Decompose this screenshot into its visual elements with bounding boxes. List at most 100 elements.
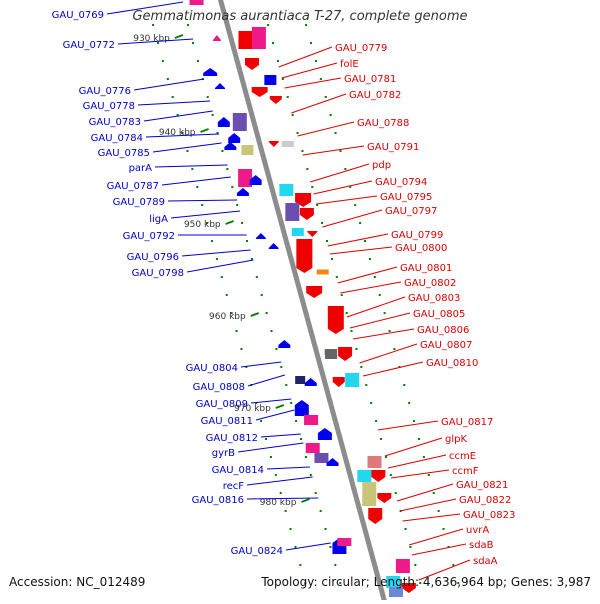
- right-label-leader: [388, 454, 447, 469]
- track-dot: [325, 240, 328, 242]
- right-gene-glyph: [327, 306, 344, 334]
- track-dot: [274, 474, 277, 476]
- right-gene-glyph: [291, 228, 304, 236]
- track-dot: [301, 150, 304, 152]
- right-gene-glyph: [244, 58, 259, 70]
- track-dot: [344, 168, 347, 170]
- right-label-leader: [377, 420, 439, 431]
- left-label-leader: [117, 38, 194, 45]
- right-gene-label: GAU_0810: [426, 358, 478, 369]
- track-dot: [284, 510, 287, 512]
- track-dot: [409, 546, 412, 548]
- right-label-leader: [327, 233, 389, 247]
- right-gene-label: GAU_0800: [395, 243, 447, 254]
- right-gene-label: GAU_0781: [344, 74, 396, 85]
- left-gene-label: GAU_0776: [79, 86, 131, 97]
- left-gene-label: GAU_0808: [193, 382, 245, 393]
- left-gene-glyph: [317, 428, 332, 440]
- track-dot: [156, 42, 159, 44]
- right-label-leader: [297, 121, 355, 137]
- right-gene-label: sdaB: [469, 540, 494, 551]
- right-gene-glyph: [238, 31, 253, 49]
- right-gene-glyph: [279, 184, 294, 196]
- right-gene-glyph: [386, 576, 401, 588]
- right-gene-glyph: [377, 493, 392, 503]
- kbp-tick-label: 970 kbp: [234, 404, 271, 414]
- track-dot: [324, 528, 327, 530]
- track-dot: [210, 240, 213, 242]
- track-dot: [370, 402, 373, 404]
- left-gene-glyph: [249, 175, 262, 185]
- track-dot: [334, 564, 337, 566]
- right-gene-glyph: [332, 377, 345, 387]
- track-dot: [365, 384, 368, 386]
- right-label-leader: [402, 513, 461, 522]
- track-dot: [215, 258, 218, 260]
- track-dot: [305, 24, 308, 26]
- left-gene-glyph: [295, 376, 306, 384]
- track-dot: [206, 222, 209, 224]
- right-gene-label: folE: [340, 59, 359, 70]
- right-gene-label: GAU_0779: [335, 43, 387, 54]
- track-dot: [201, 204, 204, 206]
- kbp-tick-mark: [200, 128, 209, 133]
- track-dot: [339, 582, 342, 584]
- kbp-tick-mark: [250, 312, 260, 317]
- track-dot: [299, 438, 302, 440]
- right-label-leader: [352, 328, 415, 340]
- right-gene-label: GAU_0823: [463, 510, 515, 521]
- right-gene-glyph: [371, 470, 386, 482]
- right-label-leader: [340, 281, 402, 294]
- track-dot: [345, 312, 348, 314]
- right-gene-label: GAU_0794: [375, 177, 427, 188]
- left-label-leader: [167, 199, 238, 202]
- track-dot: [280, 366, 283, 368]
- left-label-leader: [247, 374, 285, 387]
- track-dot: [166, 78, 169, 80]
- track-dot: [281, 78, 284, 80]
- left-gene-label: recF: [223, 481, 245, 492]
- left-gene-glyph: [268, 243, 279, 249]
- left-label-leader: [237, 442, 304, 453]
- right-gene-glyph: [388, 587, 403, 597]
- left-label-leader: [260, 433, 301, 438]
- track-dot: [241, 222, 244, 224]
- track-dot: [250, 258, 253, 260]
- track-dot: [389, 474, 392, 476]
- left-label-leader: [186, 259, 254, 273]
- track-dot: [265, 312, 268, 314]
- left-gene-label: GAU_0789: [113, 197, 165, 208]
- left-gene-label: GAU_0798: [132, 268, 184, 279]
- track-dot: [427, 474, 430, 476]
- right-gene-label: GAU_0803: [408, 293, 460, 304]
- track-dot: [417, 438, 420, 440]
- right-gene-label: ccmE: [449, 451, 476, 462]
- track-dot: [171, 96, 174, 98]
- right-gene-glyph: [296, 239, 313, 273]
- right-label-leader: [346, 296, 406, 318]
- right-label-leader: [302, 145, 365, 156]
- track-dot: [329, 546, 332, 548]
- track-dot: [196, 186, 199, 188]
- track-dot: [314, 492, 317, 494]
- kbp-tick-label: 930 kbp: [133, 34, 170, 44]
- left-gene-label: GAU_0784: [91, 133, 143, 144]
- track-dot: [181, 132, 184, 134]
- track-dot: [240, 348, 243, 350]
- track-dot: [442, 528, 445, 530]
- left-label-leader: [250, 398, 292, 404]
- track-dot: [264, 438, 267, 440]
- right-label-leader: [409, 528, 464, 546]
- left-gene-glyph: [304, 378, 317, 386]
- track-dot: [152, 24, 155, 26]
- track-dot: [255, 402, 258, 404]
- right-gene-glyph: [362, 482, 377, 506]
- left-gene-glyph: [212, 35, 221, 41]
- track-dot: [279, 492, 282, 494]
- left-gene-glyph: [228, 133, 241, 143]
- track-dot: [314, 60, 317, 62]
- right-label-leader: [313, 180, 373, 195]
- track-dot: [408, 402, 411, 404]
- right-gene-label: uvrA: [466, 525, 489, 536]
- left-label-leader: [152, 142, 222, 153]
